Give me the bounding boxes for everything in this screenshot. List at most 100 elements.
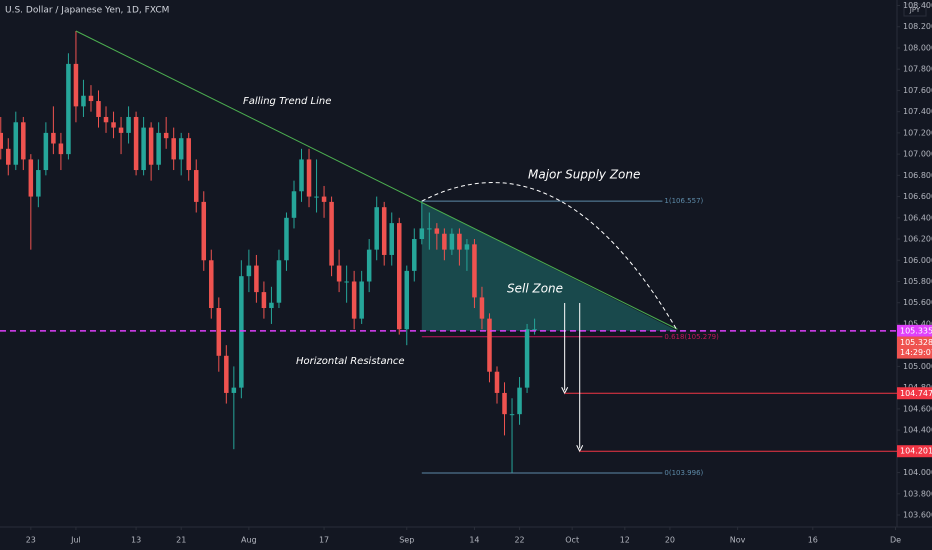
y-tick-label: 105.000	[903, 362, 932, 371]
y-tick-label: 106.600	[903, 192, 932, 201]
candle-body	[396, 223, 402, 330]
candle-body	[193, 170, 199, 202]
target-tag-label: 104.747	[900, 389, 932, 398]
candle-body	[201, 201, 207, 261]
candle-body	[404, 270, 410, 330]
x-tick-label: 23	[26, 536, 36, 545]
candle-body	[58, 143, 64, 155]
candle-body	[88, 95, 94, 102]
y-tick-label: 105.400	[903, 319, 932, 328]
x-tick-label: 21	[176, 536, 186, 545]
fib-label: 1(106.557)	[664, 197, 703, 205]
candle-body	[412, 239, 417, 271]
target-tag	[897, 445, 932, 458]
x-tick-label: Oct	[565, 536, 579, 545]
candle-body	[419, 228, 425, 240]
x-tick-label: Aug	[241, 536, 257, 545]
currency: JPY	[909, 6, 921, 14]
candle-body	[186, 138, 191, 171]
x-tick-label: 13	[131, 536, 141, 545]
candle-body	[291, 191, 297, 218]
candle-body	[374, 207, 379, 250]
y-tick-label: 107.800	[903, 65, 932, 74]
y-tick-label: 104.600	[903, 404, 932, 413]
candle-body	[6, 148, 11, 165]
candle-body	[261, 292, 267, 309]
y-tick-label: 103.600	[903, 511, 932, 520]
last-price-tag	[897, 336, 932, 359]
candle-body	[239, 276, 244, 388]
candle-body	[479, 297, 485, 319]
resistance-label: Horizontal Resistance	[296, 356, 405, 367]
x-tick-label: 17	[319, 536, 329, 545]
x-tick-label: De	[890, 536, 901, 545]
candle-body	[336, 265, 342, 282]
x-tick-label: 16	[808, 536, 818, 545]
y-tick-label: 108.000	[903, 43, 932, 52]
x-tick-label: 20	[665, 536, 675, 545]
arrow-head	[576, 444, 584, 453]
candle-body	[96, 101, 101, 117]
candle-body	[133, 116, 139, 171]
candle-body	[216, 308, 222, 356]
candle-body	[51, 132, 56, 144]
candle-body	[449, 233, 455, 250]
candle-body	[141, 127, 146, 171]
y-tick-label: 104.000	[903, 468, 932, 477]
candle-body	[329, 201, 334, 266]
candle-body	[224, 355, 229, 393]
candle-body	[126, 116, 131, 133]
sell-zone-label: Sell Zone	[507, 282, 563, 296]
target-tag	[897, 387, 932, 400]
trend-line-label: Falling Trend Line	[243, 96, 331, 107]
x-tick-label: Nov	[730, 536, 746, 545]
candle-body	[427, 228, 432, 230]
candle-body	[442, 233, 447, 250]
candle-body	[389, 223, 394, 255]
x-tick-label: Sep	[399, 536, 414, 545]
resistance-tag-label: 105.335	[900, 326, 932, 335]
y-tick-label: 106.000	[903, 256, 932, 265]
candle-body	[306, 159, 312, 197]
candle-body	[321, 196, 327, 202]
y-tick-label: 108.200	[903, 22, 932, 31]
y-tick-label: 106.200	[903, 235, 932, 244]
candle-body	[103, 116, 109, 123]
candle-body	[351, 281, 357, 319]
chart-title: U.S. Dollar / Japanese Yen, 1D, FXCM	[5, 6, 169, 16]
candle-body	[13, 122, 19, 165]
target-tag-label: 104.201	[900, 447, 932, 456]
countdown: 14:29:07	[900, 348, 932, 357]
y-tick-label: 107.600	[903, 86, 932, 95]
resistance-tag	[897, 324, 932, 337]
candle-body	[81, 95, 86, 107]
y-tick-label: 107.000	[903, 150, 932, 159]
candle-body	[43, 132, 49, 171]
y-tick-label: 107.200	[903, 128, 932, 137]
candle-body	[524, 329, 530, 388]
y-tick-label: 107.400	[903, 107, 932, 116]
candle-body	[73, 63, 79, 107]
fib-label: 0(103.996)	[664, 469, 703, 477]
candle-body	[163, 132, 169, 139]
y-tick-label: 105.600	[903, 298, 932, 307]
candle-body	[502, 392, 507, 415]
candle-body	[487, 318, 492, 372]
supply-arc	[421, 182, 678, 332]
candle-body	[494, 371, 500, 393]
candle-body	[314, 196, 319, 198]
y-tick-label: 104.400	[903, 426, 932, 435]
candle-body	[532, 329, 537, 331]
candle-body	[118, 127, 124, 133]
candle-body	[254, 265, 259, 293]
candle-body	[464, 244, 470, 250]
candle-body	[36, 170, 41, 197]
x-tick-label: 14	[469, 536, 479, 545]
candle-body	[28, 159, 34, 197]
arrow-head	[561, 387, 569, 395]
candle-body	[284, 217, 289, 261]
candle-body	[381, 207, 387, 255]
candle-body	[276, 260, 282, 303]
candle-body	[231, 387, 237, 393]
